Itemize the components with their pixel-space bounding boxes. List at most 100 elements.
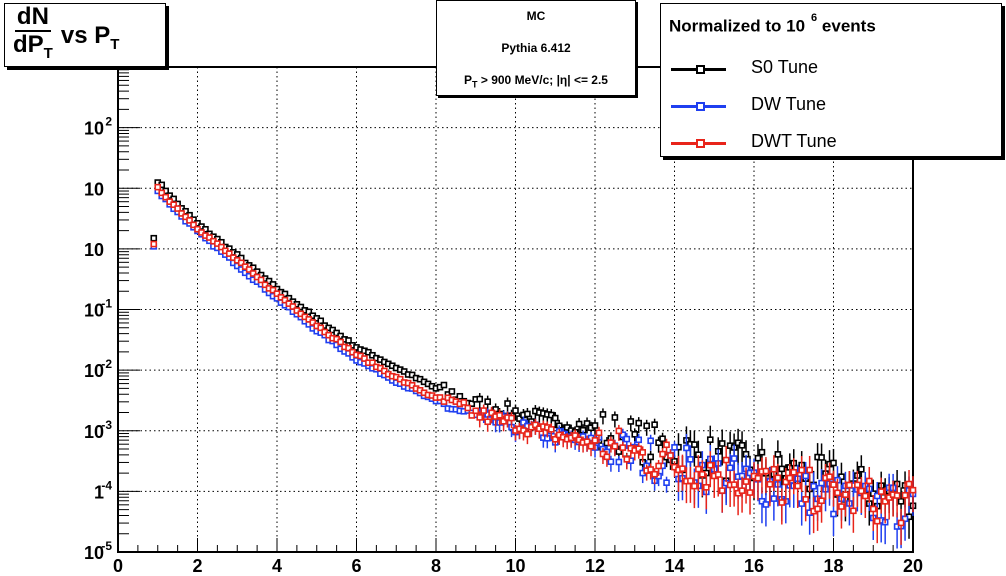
data-point — [790, 468, 798, 476]
data-point — [838, 473, 845, 480]
data-point — [746, 489, 754, 496]
data-point — [909, 486, 917, 494]
data-point — [762, 501, 770, 508]
data-point — [854, 481, 861, 489]
y-tick-label: 10 — [84, 361, 104, 381]
y-tick-label: 10 — [84, 119, 104, 139]
x-tick-label: 8 — [431, 556, 441, 576]
data-point — [897, 498, 905, 505]
y-tick-label: 10 — [84, 301, 104, 321]
data-point — [647, 453, 654, 461]
info-line-1: MC — [526, 9, 546, 23]
data-point — [730, 455, 738, 462]
x-tick-label: 6 — [351, 556, 361, 576]
data-point — [778, 499, 786, 506]
data-point — [182, 213, 189, 221]
data-point — [818, 454, 825, 461]
data-point — [794, 482, 802, 490]
data-point — [901, 491, 909, 499]
data-point — [607, 458, 615, 466]
title-numerator: dN — [14, 2, 51, 32]
series-dwt-tune — [150, 183, 917, 545]
data-point — [583, 438, 591, 445]
data-point — [762, 467, 770, 475]
legend-label-dwt: DWT Tune — [751, 131, 837, 151]
data-point — [702, 484, 710, 491]
data-point — [826, 473, 833, 481]
data-point — [774, 451, 782, 458]
data-point — [655, 439, 662, 446]
data-point — [881, 498, 889, 505]
data-point — [814, 505, 821, 513]
data-point — [281, 290, 289, 298]
data-point — [150, 234, 158, 242]
data-point — [496, 411, 503, 419]
data-point — [802, 496, 809, 503]
data-point — [261, 281, 269, 289]
data-point — [226, 250, 233, 257]
data-point — [905, 480, 913, 488]
data-point — [695, 465, 702, 473]
data-point — [297, 303, 305, 311]
data-point — [865, 477, 873, 485]
data-point — [345, 337, 352, 344]
data-point — [174, 205, 181, 212]
data-point — [289, 303, 297, 310]
data-point — [257, 276, 265, 284]
data-point — [369, 359, 376, 366]
data-point — [869, 505, 877, 513]
data-point — [468, 400, 476, 407]
data-point — [663, 441, 670, 449]
data-point — [547, 426, 555, 433]
data-point — [516, 415, 523, 422]
x-tick-label: 12 — [585, 556, 605, 576]
data-point — [706, 461, 714, 469]
x-tick-label: 10 — [505, 556, 525, 576]
x-tick-label: 4 — [272, 556, 282, 576]
data-point — [659, 450, 666, 458]
data-point — [273, 290, 281, 297]
data-point — [850, 507, 857, 515]
data-point — [178, 210, 185, 217]
legend-entry-s0: S0 Tune — [671, 54, 991, 84]
data-point — [512, 407, 519, 414]
data-point — [154, 183, 162, 191]
data-point — [647, 466, 654, 473]
data-point — [842, 491, 849, 498]
data-point — [627, 418, 635, 425]
data-point — [802, 472, 809, 480]
y-tick-exponent: 2 — [105, 115, 112, 129]
legend-title: Normalized to 10 6 events — [669, 12, 876, 37]
x-tick-labels: 0 2 4 6 8 10 12 14 16 18 20 — [113, 556, 923, 576]
data-point — [249, 270, 257, 277]
data-point — [738, 442, 746, 449]
data-point — [480, 407, 488, 414]
data-point — [718, 487, 726, 494]
data-point — [726, 464, 734, 472]
data-point — [607, 439, 615, 446]
data-point — [599, 411, 607, 418]
data-point — [647, 437, 654, 445]
data-point — [269, 286, 277, 294]
data-point — [873, 517, 881, 525]
x-tick-label: 2 — [192, 556, 202, 576]
data-point — [635, 436, 643, 444]
legend-entry-dw: DW Tune — [671, 91, 991, 121]
info-line-3-pre: P — [464, 73, 473, 87]
data-point — [758, 448, 766, 456]
legend-label-dw: DW Tune — [751, 94, 827, 114]
data-point — [345, 344, 352, 352]
data-point — [524, 430, 531, 438]
legend-marker-dw — [696, 102, 705, 111]
data-point — [476, 414, 484, 421]
data-point — [786, 474, 794, 482]
data-point — [770, 465, 778, 473]
x-tick-label: 0 — [113, 556, 123, 576]
data-point — [738, 487, 746, 494]
y-tick-label: 10 — [84, 179, 104, 199]
y-tick-label: 1 — [94, 482, 104, 502]
data-point — [504, 400, 511, 407]
data-point — [897, 519, 905, 527]
data-point — [472, 407, 480, 415]
